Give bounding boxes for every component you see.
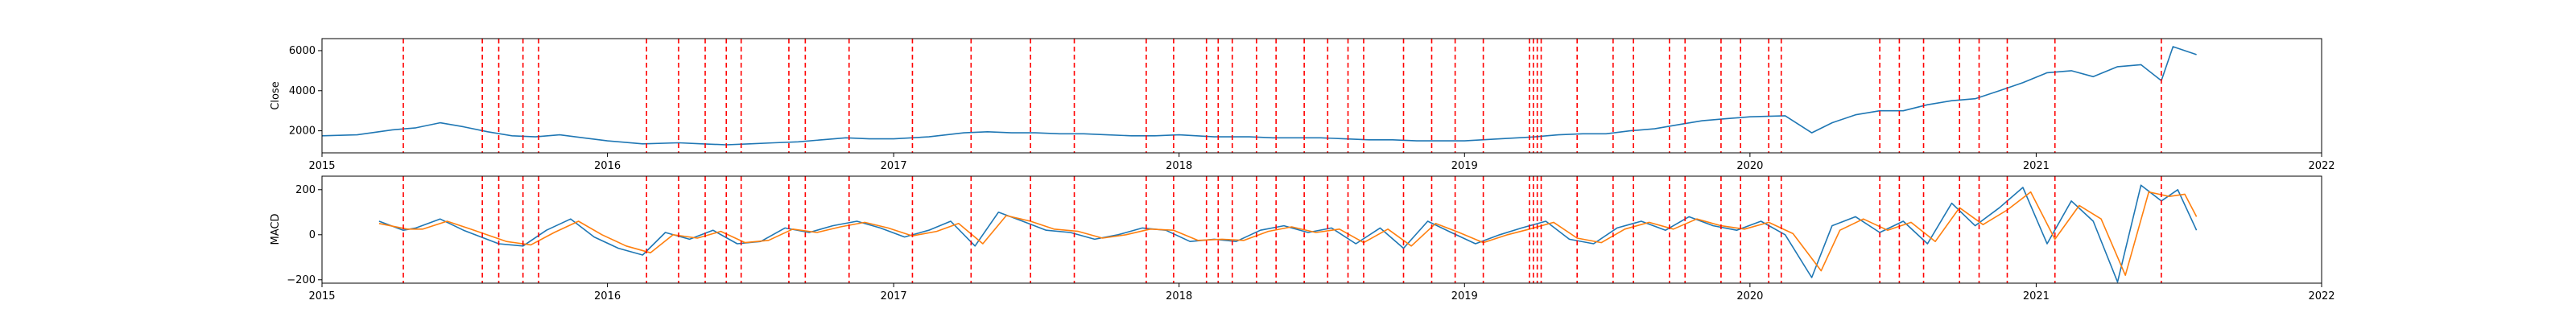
x-tick-label: 2017 [881,290,907,302]
x-tick-label: 2020 [1736,290,1763,302]
y-tick-label: 2000 [289,125,316,138]
x-tick-label: 2020 [1736,160,1763,172]
series-line-0-0 [321,46,2197,146]
series-line-1-1 [378,191,2198,277]
axes-frame [321,38,2322,154]
y-tick-label: 200 [295,184,316,196]
x-tick-label: 2018 [1166,160,1192,172]
x-tick-label: 2021 [2023,290,2050,302]
y-axis-label: Close [270,81,282,109]
y-tick-label: 6000 [289,45,316,57]
x-tick-label: 2016 [594,290,621,302]
y-tick-label: −200 [287,274,316,286]
x-tick-label: 2016 [594,160,621,172]
y-tick-label: 4000 [289,85,316,97]
x-tick-label: 2019 [1451,290,1478,302]
x-tick-label: 2022 [2308,160,2334,172]
x-tick-label: 2022 [2308,290,2334,302]
series-line-1-0 [378,184,2198,283]
x-tick-label: 2017 [881,160,907,172]
x-tick-label: 2019 [1451,160,1478,172]
y-axis-label: MACD [270,214,282,245]
close-price-panel: 2015 2016 2017 2018 2019 2020 2021 2022 2000 4000… [270,38,2335,172]
x-tick-label: 2015 [308,290,335,302]
y-tick-label: 0 [309,229,316,241]
macd-panel: 2015 2016 2017 2018 2019 2020 2021 2022 −200 0 200… [270,175,2335,302]
axes-frame [321,175,2322,284]
x-tick-label: 2018 [1166,290,1192,302]
x-tick-label: 2021 [2023,160,2050,172]
x-tick-label: 2015 [308,160,335,172]
